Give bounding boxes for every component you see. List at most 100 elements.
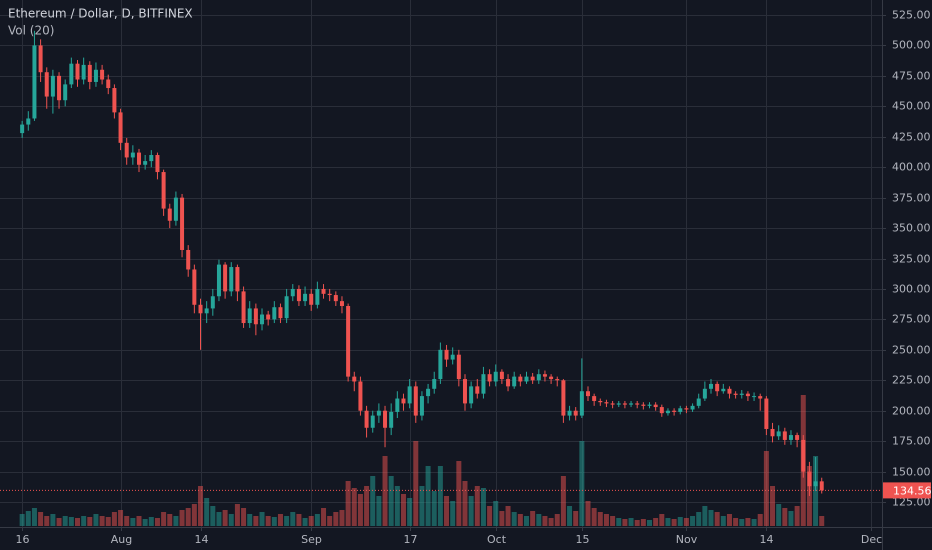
candle-body xyxy=(629,403,634,405)
volume-bar xyxy=(370,476,376,526)
volume-bar xyxy=(173,516,179,526)
volume-bar xyxy=(616,518,622,526)
candle-body xyxy=(290,288,295,297)
candle-body xyxy=(260,314,265,325)
candle-body xyxy=(610,403,615,405)
volume-bar xyxy=(185,508,191,526)
candle-body xyxy=(266,314,271,320)
volume-bar xyxy=(111,512,117,526)
volume-bar xyxy=(296,514,302,526)
volume-bar xyxy=(62,516,68,526)
volume-bar xyxy=(819,516,825,526)
candle-body xyxy=(438,349,443,380)
volume-bar xyxy=(763,451,769,526)
volume-bar xyxy=(271,517,277,526)
y-tick-label: 225.00 xyxy=(892,374,931,387)
volume-bar xyxy=(259,512,265,526)
volume-bar xyxy=(148,517,154,526)
candle-body xyxy=(469,386,474,404)
candle-body xyxy=(795,435,800,440)
volume-bar xyxy=(308,516,314,526)
candle-body xyxy=(739,393,744,395)
candle-body xyxy=(745,393,750,397)
volume-bar xyxy=(382,456,388,526)
candle-body xyxy=(216,264,221,297)
volume-bar xyxy=(351,488,357,526)
volume-bar xyxy=(480,488,486,526)
candle-body xyxy=(20,124,25,134)
y-tick-label: 425.00 xyxy=(892,131,931,144)
volume-bar xyxy=(407,498,413,526)
volume-bar xyxy=(726,514,732,526)
volume-bar xyxy=(591,508,597,526)
volume-bar xyxy=(277,514,283,526)
volume-bar xyxy=(517,514,523,526)
candle-body xyxy=(180,197,185,250)
candle-body xyxy=(155,155,160,173)
volume-bar xyxy=(702,506,708,526)
candle-body xyxy=(788,435,793,440)
volume-bar xyxy=(68,517,74,526)
volume-bar xyxy=(50,514,56,526)
candle-body xyxy=(752,396,757,398)
candle-body xyxy=(235,267,240,292)
volume-bar xyxy=(105,517,111,526)
candle-body xyxy=(426,388,431,397)
volume-bar xyxy=(44,516,50,526)
x-tick-label: Dec xyxy=(861,533,882,546)
volume-bar xyxy=(770,486,776,526)
candle-body xyxy=(653,404,658,408)
candle-body xyxy=(81,64,86,80)
candle-body xyxy=(413,386,418,416)
candle-body xyxy=(727,388,732,394)
candle-body xyxy=(296,288,301,302)
candle-body xyxy=(782,431,787,440)
volume-bar xyxy=(487,506,493,526)
volume-bar xyxy=(628,518,634,526)
candle-body xyxy=(542,374,547,377)
candle-body xyxy=(641,404,646,406)
volume-bar xyxy=(677,517,683,526)
y-tick-label: 175.00 xyxy=(892,435,931,448)
volume-bar xyxy=(25,511,31,526)
volume-bar xyxy=(333,512,339,526)
volume-bar xyxy=(93,514,99,526)
candle-body xyxy=(401,398,406,404)
volume-bar xyxy=(81,516,87,526)
volume-bar xyxy=(560,476,566,526)
candle-body xyxy=(807,471,812,487)
candle-body xyxy=(524,376,529,382)
candle-body xyxy=(696,398,701,406)
volume-label: Vol (20) xyxy=(8,24,54,38)
volume-bar xyxy=(530,511,536,526)
candle-body xyxy=(444,349,449,360)
candle-body xyxy=(561,380,566,416)
candle-body xyxy=(167,208,172,221)
volume-bar xyxy=(228,514,234,526)
volume-bar xyxy=(683,518,689,526)
candle-body xyxy=(358,381,363,411)
y-tick-label: 250.00 xyxy=(892,344,931,357)
candle-body xyxy=(186,249,191,270)
candle-body xyxy=(198,304,203,314)
volume-bar xyxy=(154,518,160,526)
candle-body xyxy=(592,396,597,401)
volume-bar xyxy=(456,461,462,526)
candle-body xyxy=(635,403,640,405)
candle-body xyxy=(173,197,178,221)
candle-body xyxy=(819,481,824,491)
candle-body xyxy=(475,386,480,394)
volume-bar xyxy=(653,518,659,526)
volume-bar xyxy=(302,518,308,526)
volume-bar xyxy=(462,481,468,526)
volume-bar xyxy=(523,516,529,526)
volume-bar xyxy=(493,501,499,526)
volume-bar xyxy=(167,514,173,526)
candle-body xyxy=(598,400,603,403)
volume-bar xyxy=(345,481,351,526)
volume-bar xyxy=(542,516,548,526)
volume-bar xyxy=(204,498,210,526)
candle-body xyxy=(450,354,455,360)
volume-bar xyxy=(56,518,62,526)
